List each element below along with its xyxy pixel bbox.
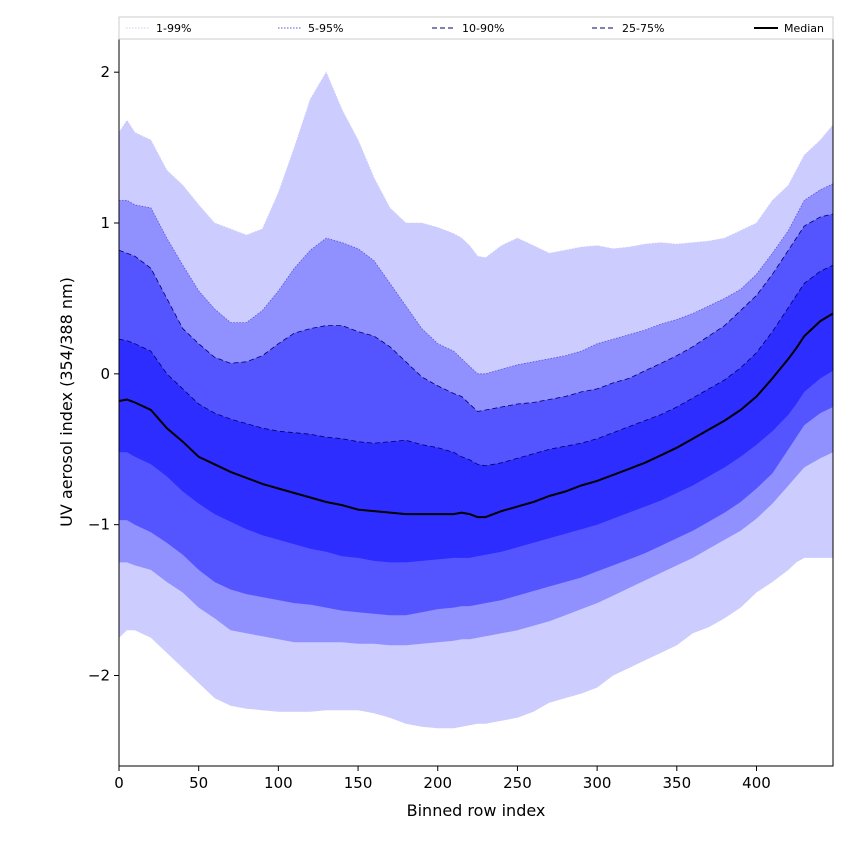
band-upper-line-5-95% bbox=[119, 183, 834, 375]
plot-area bbox=[118, 71, 834, 729]
x-tick-label: 100 bbox=[264, 774, 293, 792]
x-tick-label: 200 bbox=[423, 774, 452, 792]
legend-label: 25-75% bbox=[622, 22, 664, 35]
legend-item-5-95%: 5-95% bbox=[278, 22, 343, 35]
legend-item-10-90%: 10-90% bbox=[432, 22, 504, 35]
legend-item-Median: Median bbox=[754, 22, 824, 35]
y-tick-label: 2 bbox=[100, 63, 110, 81]
band-upper-line-1-99% bbox=[118, 71, 834, 259]
legend-label: 5-95% bbox=[308, 22, 343, 35]
x-axis: 0 50 100 150 200 250 300 350 400 bbox=[114, 766, 771, 792]
legend-item-25-75%: 25-75% bbox=[592, 22, 664, 35]
legend-label: 10-90% bbox=[462, 22, 504, 35]
x-axis-label: Binned row index bbox=[407, 801, 546, 820]
legend-label: Median bbox=[784, 22, 824, 35]
x-tick-label: 150 bbox=[344, 774, 373, 792]
y-axis: −2 −1 0 1 2 bbox=[88, 63, 119, 685]
y-tick-label: −1 bbox=[88, 516, 110, 534]
y-tick-label: 1 bbox=[100, 214, 110, 232]
x-tick-label: 250 bbox=[503, 774, 532, 792]
legend-label: 1-99% bbox=[156, 22, 191, 35]
x-tick-label: 400 bbox=[742, 774, 771, 792]
legend: 1-99% 5-95% 10-90% 25-75% Median bbox=[118, 16, 834, 40]
x-tick-label: 50 bbox=[189, 774, 208, 792]
x-tick-label: 300 bbox=[583, 774, 612, 792]
legend-frame bbox=[118, 16, 834, 40]
band-25-75% bbox=[118, 264, 834, 563]
legend-item-1-99%: 1-99% bbox=[126, 22, 191, 35]
x-tick-label: 350 bbox=[662, 774, 691, 792]
band-upper-line-10-90% bbox=[118, 213, 834, 412]
y-tick-label: 0 bbox=[100, 365, 110, 383]
y-axis-label: UV aerosol index (354/388 nm) bbox=[57, 277, 76, 527]
median-line bbox=[118, 312, 834, 519]
y-tick-label: −2 bbox=[88, 667, 110, 685]
x-tick-label: 0 bbox=[114, 774, 124, 792]
band-fill-25-75% bbox=[119, 265, 833, 563]
